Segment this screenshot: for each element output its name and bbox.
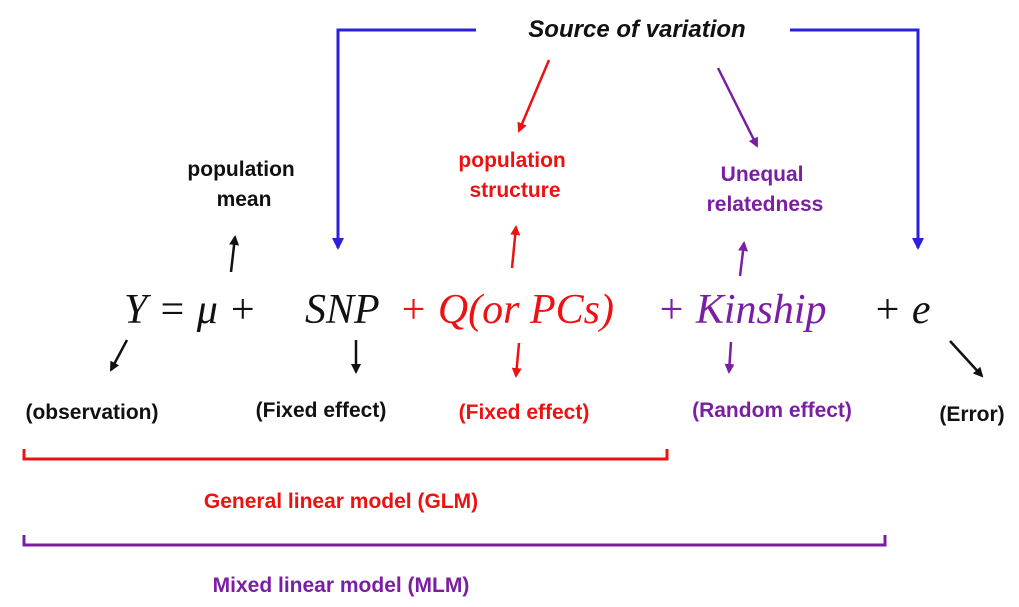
arrow-down-observation bbox=[109, 339, 129, 372]
source-of-variation-title: Source of variation bbox=[528, 16, 745, 43]
arrow-up-population-mean bbox=[229, 235, 240, 273]
equation-error-term: + e bbox=[873, 287, 930, 333]
equation-snp-term: SNP bbox=[305, 287, 379, 333]
arrow-up-unequal-relatedness bbox=[738, 241, 749, 277]
mlm-bracket bbox=[22, 535, 887, 547]
fixed-effect-snp-label: (Fixed effect) bbox=[256, 399, 387, 422]
equation: Y = μ + SNP + Q(or PCs) + Kinship + e bbox=[124, 287, 930, 333]
unequal-relatedness-label: Unequal relatedness bbox=[707, 163, 824, 216]
population-structure-label: population structure bbox=[458, 149, 571, 202]
population-mean-label: population mean bbox=[187, 158, 300, 211]
observation-label: (observation) bbox=[25, 401, 158, 424]
arrow-title-to-population-structure bbox=[517, 59, 551, 133]
mlm-label: Mixed linear model (MLM) bbox=[213, 574, 470, 597]
equation-q-term: + Q(or PCs) bbox=[399, 287, 614, 333]
arrow-down-q-fixed bbox=[511, 342, 522, 378]
arrow-down-kinship-random bbox=[724, 341, 735, 374]
random-effect-label: (Random effect) bbox=[692, 399, 852, 422]
blue-connector-to-error bbox=[790, 28, 924, 250]
equation-kinship-term: + Kinship bbox=[657, 287, 827, 333]
blue-connector-to-snp bbox=[332, 28, 476, 250]
arrow-down-error bbox=[949, 340, 984, 378]
equation-lhs: Y = μ + bbox=[124, 287, 257, 333]
fixed-effect-q-label: (Fixed effect) bbox=[459, 401, 590, 424]
glm-bracket bbox=[22, 449, 669, 461]
arrow-up-population-structure bbox=[510, 225, 521, 269]
error-label: (Error) bbox=[939, 403, 1004, 426]
arrow-title-to-unequal-relatedness bbox=[716, 67, 759, 148]
glm-label: General linear model (GLM) bbox=[204, 490, 478, 513]
